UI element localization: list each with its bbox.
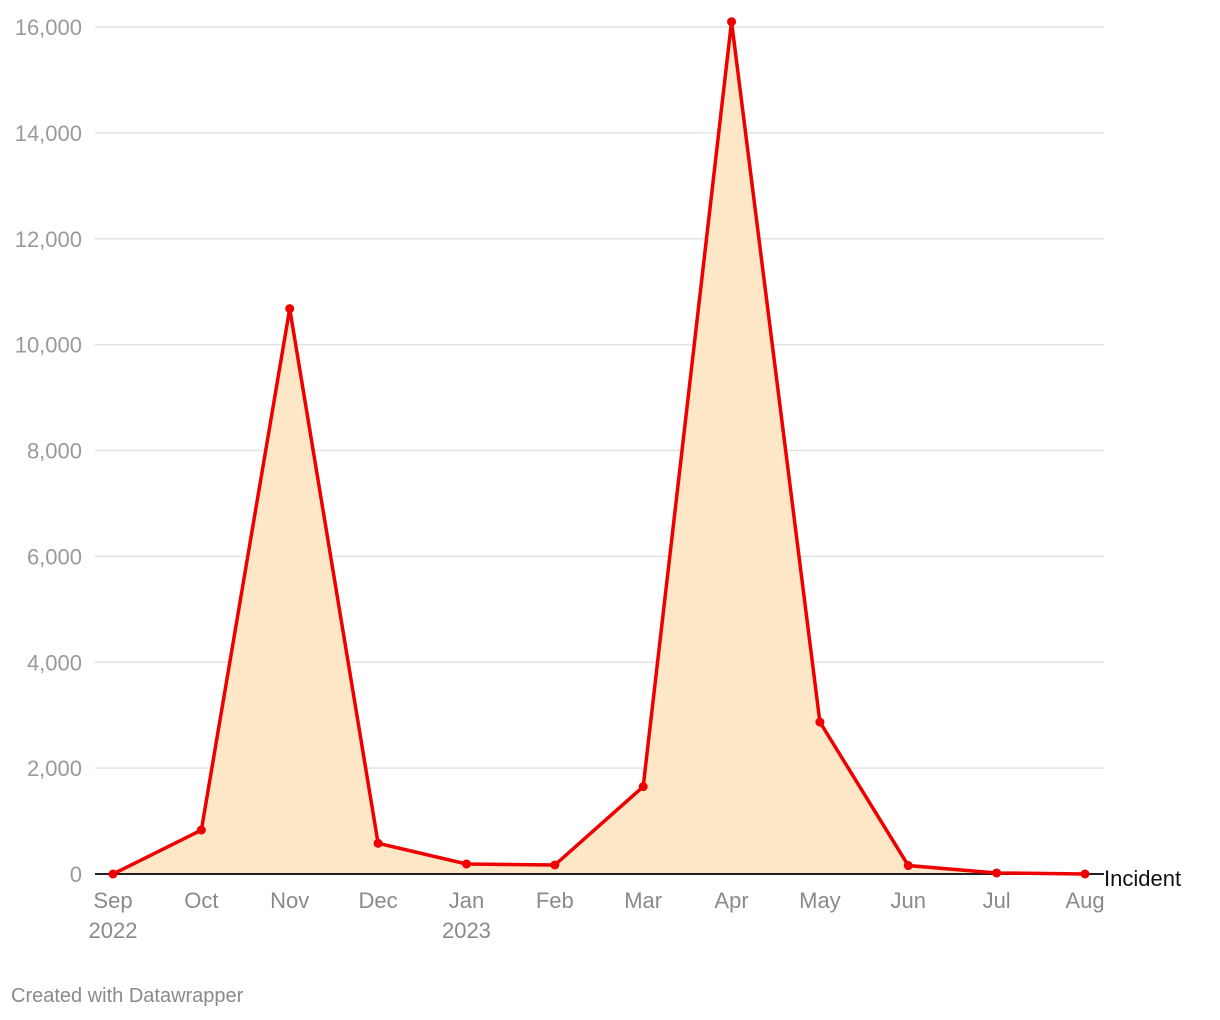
points-layer: [108, 17, 1090, 879]
y-tick-label: 8,000: [27, 439, 82, 464]
data-point: [727, 17, 737, 27]
data-point: [992, 868, 1002, 878]
x-tick-label: Nov: [270, 888, 309, 913]
x-tick-label: Feb: [536, 888, 574, 913]
data-point: [108, 869, 118, 879]
data-point: [638, 782, 648, 792]
x-axis-ticks: Sep 2022 Oct Nov Dec Jan 2023 Feb Mar Apr May Jun Ju…: [89, 888, 1105, 943]
credit-text: Created with Datawrapper: [11, 985, 244, 1007]
x-tick-label: May: [799, 888, 841, 913]
y-tick-label: 10,000: [15, 333, 82, 358]
series-label: Incident: [1104, 866, 1181, 891]
area-layer: [113, 21, 1085, 875]
y-tick-label: 2,000: [27, 756, 82, 781]
data-point: [550, 860, 560, 870]
y-tick-label: 16,000: [15, 15, 82, 40]
y-tick-label: 0: [70, 862, 82, 887]
data-point: [196, 825, 206, 835]
x-tick-label: Apr: [714, 888, 748, 913]
x-tick-label: Mar: [624, 888, 662, 913]
x-tick-year-label: 2023: [442, 918, 491, 943]
line-layer: [112, 21, 1086, 876]
x-tick-label: Jan: [449, 888, 484, 913]
x-tick-label: Sep: [93, 888, 132, 913]
y-tick-label: 12,000: [15, 227, 82, 252]
y-axis-ticks: 0 2,000 4,000 6,000 8,000 10,000 12,000 14,000 1…: [15, 15, 82, 887]
area-fill: [113, 21, 1085, 875]
data-point: [461, 859, 471, 869]
data-point: [285, 304, 295, 314]
data-point: [903, 861, 913, 871]
y-tick-label: 4,000: [27, 650, 82, 675]
data-point: [1080, 869, 1090, 879]
x-tick-label: Aug: [1065, 888, 1104, 913]
x-tick-year-label: 2022: [89, 918, 138, 943]
y-tick-label: 14,000: [15, 121, 82, 146]
y-tick-label: 6,000: [27, 544, 82, 569]
area-chart: 0 2,000 4,000 6,000 8,000 10,000 12,000 14,000 1…: [15, 15, 1181, 943]
data-point: [373, 838, 383, 848]
x-tick-label: Jul: [983, 888, 1011, 913]
series-line: [112, 21, 1086, 876]
x-tick-label: Jun: [891, 888, 926, 913]
x-tick-label: Dec: [359, 888, 398, 913]
x-tick-label: Oct: [184, 888, 218, 913]
data-point: [815, 717, 825, 727]
